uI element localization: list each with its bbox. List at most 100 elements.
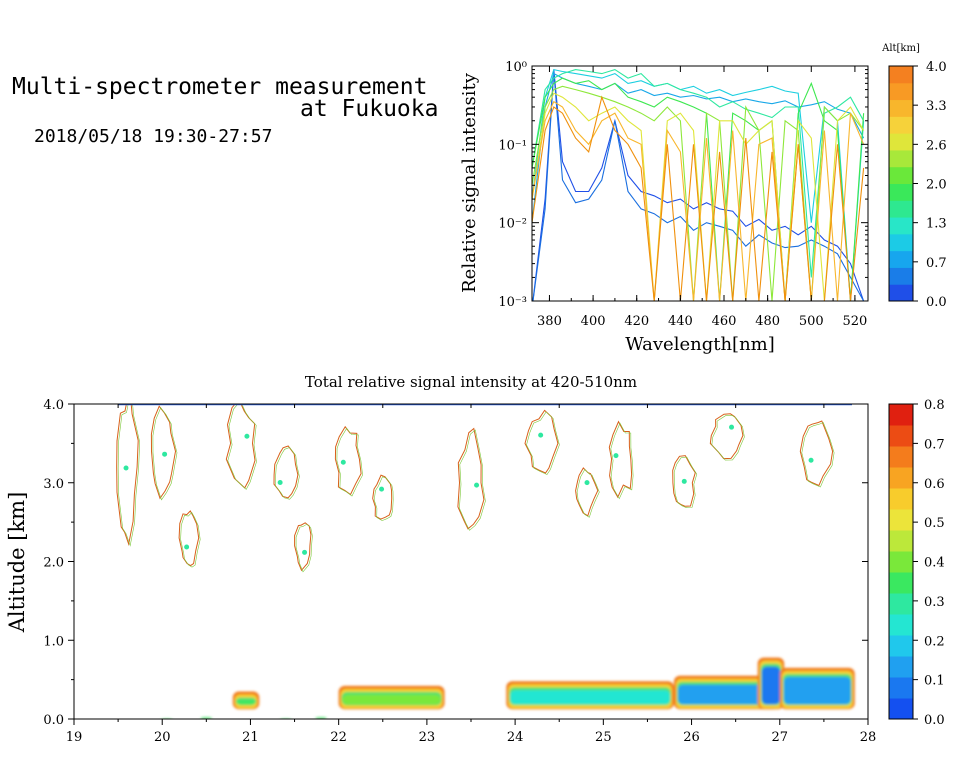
cloud-contour <box>575 467 599 517</box>
spectrum-series-line <box>532 69 865 301</box>
cloud-speckle <box>244 433 250 439</box>
spectrum-x-tick-label: 500 <box>799 314 824 329</box>
cloud-contour-inner <box>180 512 201 568</box>
cloud-contour <box>225 404 256 489</box>
intensity-colorbar-tick-label: 0.1 <box>924 674 945 689</box>
altitude-colorbar-swatch <box>889 233 913 252</box>
heatmap-x-tick-label: 21 <box>242 730 259 745</box>
altitude-colorbar-swatch <box>889 133 913 151</box>
spectrum-x-tick-label: 520 <box>842 314 867 329</box>
intensity-colorbar-tick-label: 0.2 <box>924 634 945 649</box>
intensity-colorbar-swatch <box>889 572 913 594</box>
cloud-contour <box>178 510 200 567</box>
cloud-speckle <box>184 544 190 550</box>
intensity-colorbar: 0.0 0.1 0.2 0.3 0.4 0.5 0.6 0.7 0.8 <box>888 398 945 728</box>
cloud-contour-inner <box>117 404 141 547</box>
heatmap-y-tick-label: 3.0 <box>43 477 64 492</box>
cloud-contour-inner <box>459 429 486 531</box>
spectrum-x-tick-label: 380 <box>537 314 562 329</box>
intensity-colorbar-swatch <box>889 509 913 531</box>
spectrum-y-ticks: 10⁻³ 10⁻² 10⁻¹ 10⁰ <box>498 60 868 310</box>
spectrum-x-tick-label: 420 <box>624 314 649 329</box>
near-surface-layer-core <box>281 722 291 724</box>
spectrum-y-tick-label: 10⁰ <box>505 60 527 75</box>
heatmap-plot-frame <box>73 403 869 720</box>
spectrum-x-tick-label: 460 <box>712 314 737 329</box>
intensity-colorbar-tick-label: 0.4 <box>924 556 945 571</box>
cloud-contour-inner <box>227 404 257 490</box>
cloud-speckle <box>302 549 308 555</box>
cloud-contour-inner <box>275 447 300 500</box>
spectrum-y-tick-label: 10⁻³ <box>498 295 527 310</box>
altitude-colorbar-tick-label: 0.0 <box>926 295 947 310</box>
near-surface-layer-core <box>677 684 776 705</box>
heatmap-y-tick-label: 4.0 <box>43 398 64 413</box>
altitude-colorbar: 0.0 0.7 1.3 2.0 2.6 3.3 4.0 Alt[km] <box>881 43 947 310</box>
altitude-colorbar-swatch <box>889 66 913 84</box>
spectrum-series-line <box>532 72 865 223</box>
intensity-colorbar-swatch <box>889 530 913 552</box>
cloud-contour <box>294 522 312 572</box>
cloud-contour <box>709 413 744 460</box>
cloud-contour-inner <box>152 407 178 501</box>
cloud-contour-inner <box>526 411 560 475</box>
cloud-speckle <box>379 486 385 492</box>
altitude-time-heatmap: Total relative signal intensity at 420-5… <box>5 373 876 745</box>
cloud-speckle <box>162 451 168 457</box>
cloud-speckle <box>277 479 283 485</box>
heatmap-x-tick-label: 28 <box>860 730 877 745</box>
cloud-speckle <box>340 459 346 465</box>
altitude-colorbar-tick-label: 1.3 <box>926 217 947 232</box>
cloud-contour-inner <box>711 414 745 461</box>
spectrum-x-axis-label: Wavelength[nm] <box>625 334 775 355</box>
altitude-colorbar-swatch <box>889 116 913 134</box>
intensity-colorbar-swatch <box>889 677 913 699</box>
heatmap-x-tick-label: 19 <box>66 730 83 745</box>
spectrum-y-tick-label: 10⁻¹ <box>498 138 527 153</box>
cloud-speckle <box>681 478 687 484</box>
cloud-contour <box>524 409 559 474</box>
near-surface-layer-core <box>761 666 781 705</box>
intensity-colorbar-swatch <box>889 488 913 510</box>
spectrum-series-group <box>532 68 865 301</box>
spectrum-series-line <box>532 92 865 301</box>
cloud-contour-inner <box>673 456 698 509</box>
altitude-colorbar-tick-label: 3.3 <box>926 99 947 114</box>
intensity-colorbar-swatch <box>889 446 913 468</box>
altitude-colorbar-tick-label: 4.0 <box>926 60 947 75</box>
altitude-colorbar-swatch <box>889 267 913 285</box>
heatmap-title: Total relative signal intensity at 420-5… <box>305 373 637 391</box>
heatmap-x-tick-label: 23 <box>419 730 436 745</box>
heatmap-x-tick-label: 24 <box>507 730 524 745</box>
figure-location: at Fukuoka <box>300 96 439 122</box>
spectrum-x-tick-label: 440 <box>668 314 693 329</box>
altitude-colorbar-swatch <box>889 149 913 168</box>
heatmap-x-tick-label: 26 <box>683 730 700 745</box>
near-surface-layer-core <box>316 720 326 722</box>
intensity-colorbar-tick-label: 0.7 <box>924 437 945 452</box>
cloud-speckle <box>538 432 544 438</box>
near-surface-layer-group <box>162 657 855 724</box>
heatmap-x-tick-label: 25 <box>595 730 612 745</box>
heatmap-fill <box>116 404 855 724</box>
spectrum-x-tick-label: 400 <box>581 314 606 329</box>
altitude-colorbar-swatch <box>889 200 913 218</box>
altitude-colorbar-swatch <box>889 284 913 302</box>
altitude-colorbar-tick-label: 2.6 <box>926 138 947 153</box>
near-surface-layer-core <box>342 694 441 705</box>
spectrum-x-ticks: 380 400 420 440 460 480 500 520 <box>537 66 867 329</box>
cloud-speckle <box>123 465 129 471</box>
near-surface-layer-core <box>783 676 851 705</box>
altitude-colorbar-swatch <box>889 217 913 235</box>
cloud-contour <box>372 474 393 520</box>
heatmap-y-axis-label: Altitude [km] <box>5 492 29 634</box>
intensity-colorbar-tick-label: 0.8 <box>924 398 945 413</box>
heatmap-y-tick-label: 1.0 <box>43 634 64 649</box>
cloud-contour-inner <box>336 427 363 497</box>
cloud-contour-inner <box>295 523 313 573</box>
altitude-colorbar-ticks: 0.0 0.7 1.3 2.0 2.6 3.3 4.0 <box>913 60 947 310</box>
spectrum-series-line <box>532 68 865 301</box>
intensity-colorbar-swatches <box>889 404 913 720</box>
spectrum-series-line <box>532 68 865 278</box>
cloud-contour <box>334 425 362 496</box>
